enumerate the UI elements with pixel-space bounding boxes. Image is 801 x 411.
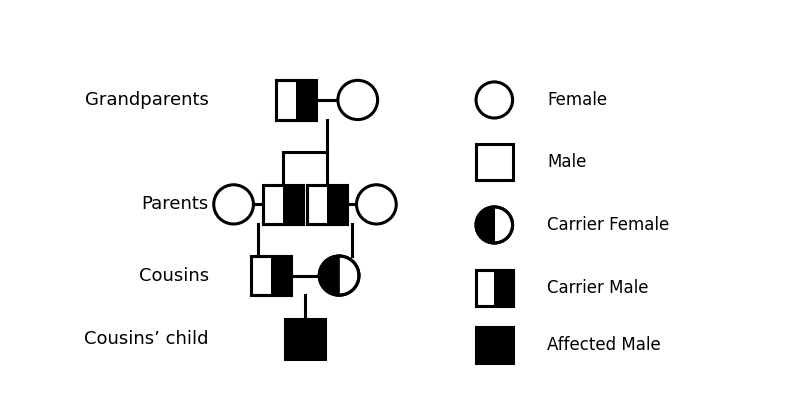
- Bar: [271, 256, 291, 295]
- Bar: [476, 143, 513, 180]
- Bar: [284, 185, 303, 224]
- Ellipse shape: [476, 207, 513, 243]
- Bar: [296, 80, 316, 120]
- Text: Cousins: Cousins: [139, 267, 209, 284]
- Polygon shape: [320, 256, 339, 295]
- Bar: [307, 185, 347, 224]
- Text: Male: Male: [547, 152, 586, 171]
- Bar: [276, 80, 316, 120]
- Bar: [251, 256, 291, 295]
- Text: Affected Male: Affected Male: [547, 336, 661, 354]
- Bar: [476, 327, 513, 363]
- Text: Carrier Male: Carrier Male: [547, 279, 649, 297]
- Bar: [327, 185, 347, 224]
- Bar: [264, 185, 303, 224]
- Ellipse shape: [214, 185, 253, 224]
- Ellipse shape: [320, 256, 359, 295]
- Bar: [307, 185, 347, 224]
- Bar: [476, 270, 513, 306]
- Bar: [276, 80, 316, 120]
- Ellipse shape: [338, 80, 377, 120]
- Bar: [476, 270, 513, 306]
- Text: Female: Female: [547, 91, 607, 109]
- Bar: [264, 185, 303, 224]
- Ellipse shape: [476, 82, 513, 118]
- Polygon shape: [476, 207, 494, 243]
- Bar: [251, 256, 291, 295]
- Ellipse shape: [356, 185, 396, 224]
- Text: Carrier Female: Carrier Female: [547, 216, 670, 234]
- Bar: [494, 270, 513, 306]
- Text: Grandparents: Grandparents: [85, 91, 209, 109]
- Text: Parents: Parents: [142, 195, 209, 213]
- Bar: [285, 319, 325, 358]
- Text: Cousins’ child: Cousins’ child: [84, 330, 209, 348]
